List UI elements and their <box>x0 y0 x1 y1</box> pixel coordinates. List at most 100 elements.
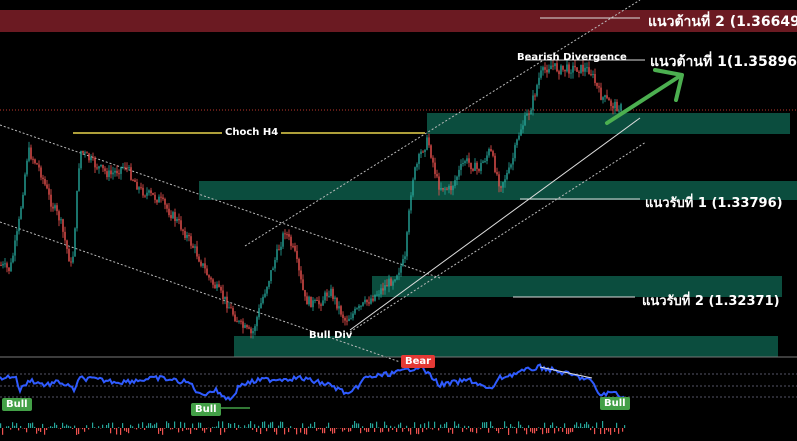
histogram-bar <box>154 424 156 428</box>
histogram-bar <box>498 428 500 434</box>
histogram-bar <box>408 428 410 432</box>
histogram-bar <box>434 421 436 428</box>
histogram-bar <box>300 428 302 433</box>
histogram-bar <box>120 428 122 435</box>
candle-body <box>466 158 468 162</box>
candle-body <box>494 155 496 173</box>
candle-body <box>166 204 168 209</box>
indicator-bull-badge-1: Bull <box>2 398 32 411</box>
candle-body <box>234 314 236 322</box>
histogram-bar <box>586 421 588 428</box>
histogram-bar <box>558 428 560 432</box>
histogram-bar <box>20 426 22 428</box>
candle-body <box>114 170 116 173</box>
candle-body <box>460 164 462 170</box>
candle-body <box>292 245 294 247</box>
histogram-bar <box>316 428 318 431</box>
histogram-bar <box>122 423 124 428</box>
histogram-bar <box>322 428 324 434</box>
histogram-bar <box>568 428 570 435</box>
candle-body <box>218 284 220 287</box>
resistance-2-band <box>0 10 797 32</box>
histogram-bar <box>66 424 68 428</box>
candle-body <box>458 169 460 177</box>
histogram-bar <box>56 424 58 428</box>
candle-body <box>68 248 70 262</box>
candle-body <box>206 268 208 276</box>
zone-support-1 <box>199 181 797 200</box>
candle-body <box>282 233 284 247</box>
histogram-bar <box>600 428 602 435</box>
candle-body <box>382 288 384 291</box>
candle-body <box>344 318 346 321</box>
histogram-bar <box>192 423 194 428</box>
histogram-bar <box>462 428 464 432</box>
histogram-bar <box>454 421 456 428</box>
candle-body <box>242 321 244 328</box>
candle-body <box>168 208 170 216</box>
candle-body <box>84 152 86 154</box>
histogram-bar <box>406 425 408 428</box>
histogram-bar <box>170 428 172 430</box>
histogram-bar <box>308 426 310 428</box>
candle-body <box>592 74 594 75</box>
candle-body <box>386 285 388 287</box>
histogram-bar <box>442 427 444 428</box>
histogram-bar <box>266 428 268 432</box>
candle-body <box>578 71 580 73</box>
candle-body <box>346 320 348 322</box>
candle-body <box>124 166 126 168</box>
histogram-bar <box>92 422 94 428</box>
candle-body <box>288 234 290 237</box>
candle-body <box>274 260 276 269</box>
candle-body <box>16 231 18 241</box>
histogram-bar <box>344 428 346 431</box>
histogram-bar <box>602 421 604 428</box>
histogram-bar <box>570 428 572 433</box>
histogram-bar <box>606 428 608 431</box>
histogram-bar <box>276 428 278 435</box>
candle-body <box>358 305 360 309</box>
histogram-bar <box>448 428 450 433</box>
histogram-bar <box>496 428 498 431</box>
candle-body <box>86 152 88 154</box>
histogram-bar <box>604 428 606 434</box>
candle-body <box>598 86 600 88</box>
candle-body <box>544 67 546 70</box>
candle-body <box>600 87 602 100</box>
candle-body <box>586 67 588 69</box>
histogram-bar <box>538 427 540 428</box>
histogram-bar <box>342 428 344 432</box>
candle-body <box>388 278 390 287</box>
candle-body <box>52 206 54 209</box>
candle-body <box>314 300 316 301</box>
histogram-bar <box>486 422 488 428</box>
candle-body <box>116 170 118 174</box>
candle-body <box>330 288 332 296</box>
candle-body <box>264 293 266 297</box>
histogram-bar <box>552 422 554 428</box>
histogram-bar <box>548 428 550 433</box>
histogram-bar <box>214 427 216 428</box>
histogram-bar <box>202 428 204 431</box>
candle-body <box>484 161 486 162</box>
candle-body <box>262 296 264 304</box>
histogram-bar <box>622 428 624 432</box>
candle-body <box>408 210 410 233</box>
histogram-bar <box>582 427 584 428</box>
candle-body <box>392 281 394 286</box>
candle-body <box>32 158 34 160</box>
candle-body <box>348 318 350 321</box>
candle-body <box>404 256 406 259</box>
candle-body <box>70 261 72 263</box>
histogram-bar <box>528 425 530 428</box>
candle-body <box>534 95 536 97</box>
candle-body <box>186 235 188 238</box>
histogram-bar <box>550 425 552 428</box>
candle-body <box>352 313 354 319</box>
histogram-bar <box>62 422 64 428</box>
histogram-bar <box>374 428 376 432</box>
histogram-bar <box>410 428 412 435</box>
histogram-bar <box>274 428 276 432</box>
